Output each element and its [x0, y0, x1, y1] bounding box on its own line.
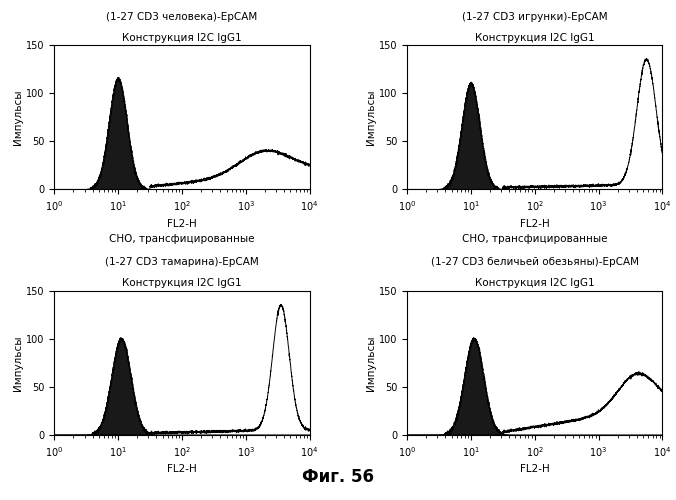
Text: СНО, трансфицированные: СНО, трансфицированные [462, 234, 608, 244]
Text: (1-27 CD3 тамарина)-EpCAM: (1-27 CD3 тамарина)-EpCAM [105, 258, 259, 268]
X-axis label: FL2-H: FL2-H [520, 218, 550, 228]
Text: СНО, трансфицированные: СНО, трансфицированные [109, 234, 255, 244]
X-axis label: FL2-H: FL2-H [167, 218, 197, 228]
X-axis label: FL2-H: FL2-H [520, 464, 550, 474]
Text: (1-27 CD3 игрунки)-EpCAM: (1-27 CD3 игрунки)-EpCAM [462, 12, 608, 22]
Y-axis label: Импульсы: Импульсы [13, 335, 23, 390]
Title: Конструкция I2C IgG1: Конструкция I2C IgG1 [122, 278, 242, 288]
Y-axis label: Импульсы: Импульсы [13, 90, 23, 145]
Y-axis label: Импульсы: Импульсы [366, 90, 376, 145]
Text: (1-27 CD3 человека)-EpCAM: (1-27 CD3 человека)-EpCAM [106, 12, 258, 22]
Title: Конструкция I2C IgG1: Конструкция I2C IgG1 [475, 278, 594, 288]
Text: Фиг. 56: Фиг. 56 [302, 468, 374, 486]
Text: (1-27 CD3 беличьей обезьяны)-EpCAM: (1-27 CD3 беличьей обезьяны)-EpCAM [431, 258, 639, 268]
Y-axis label: Импульсы: Импульсы [366, 335, 376, 390]
Title: Конструкция I2C IgG1: Конструкция I2C IgG1 [122, 33, 242, 43]
Title: Конструкция I2C IgG1: Конструкция I2C IgG1 [475, 33, 594, 43]
X-axis label: FL2-H: FL2-H [167, 464, 197, 474]
